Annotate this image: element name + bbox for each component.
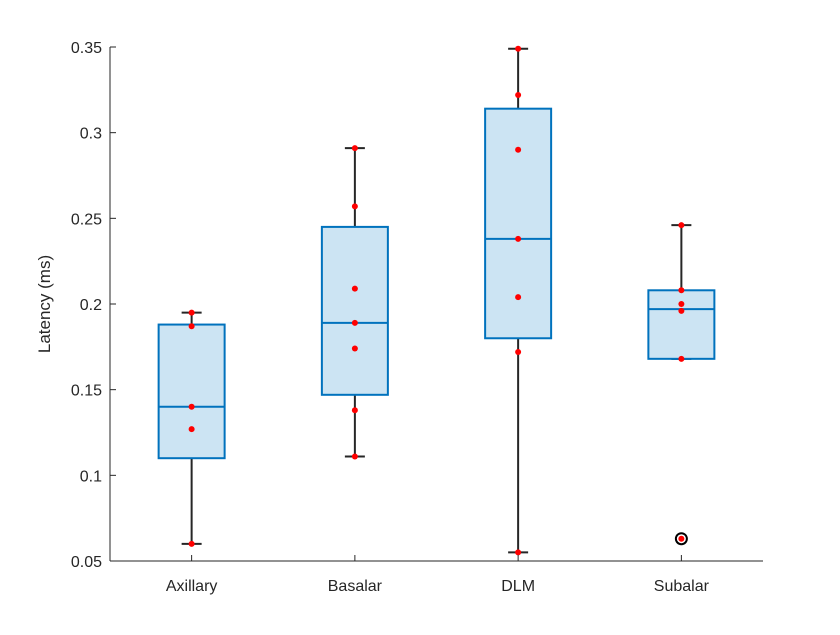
box-body [320, 225, 389, 396]
data-point [515, 235, 522, 242]
y-tick-label: 0.1 [80, 468, 102, 485]
y-tick-label: 0.35 [71, 40, 102, 57]
data-point [188, 426, 195, 433]
outlier-marker [674, 532, 688, 546]
data-point [515, 294, 522, 301]
points-layer [188, 45, 685, 556]
data-point [678, 301, 685, 307]
box-basalar [320, 147, 389, 458]
boxes-layer [157, 47, 716, 554]
data-point [515, 549, 522, 556]
data-point [351, 407, 358, 414]
data-point [678, 287, 685, 294]
y-tick-label: 0.3 [80, 126, 102, 143]
box-subalar [647, 224, 716, 546]
data-point [351, 203, 358, 210]
data-point [678, 535, 685, 542]
data-point [188, 403, 195, 410]
y-tick-label: 0.05 [71, 554, 102, 571]
data-point [351, 453, 358, 460]
box-body [647, 289, 716, 360]
data-point [351, 285, 358, 292]
box-dlm [484, 47, 553, 554]
x-tick-label: DLM [501, 578, 535, 595]
data-point [188, 323, 195, 330]
data-point [515, 45, 522, 52]
x-tick-label: Basalar [328, 578, 383, 595]
data-point [188, 309, 195, 316]
data-point [515, 91, 522, 98]
x-tick-label: Subalar [654, 578, 710, 595]
y-axis-label: Latency (ms) [35, 255, 54, 353]
data-point [678, 307, 685, 314]
data-point [188, 540, 195, 547]
data-point [515, 348, 522, 355]
y-tick-label: 0.2 [80, 297, 102, 314]
box-axillary [157, 311, 226, 545]
axes-layer: 0.05 0.1 0.15 0.2 0.25 0.3 0.35 Axillary Basalar… [71, 40, 763, 595]
data-point [678, 355, 685, 362]
data-point [678, 222, 685, 229]
data-point [515, 146, 522, 153]
data-point [351, 345, 358, 352]
y-tick-label: 0.15 [71, 383, 102, 400]
x-tick-label: Axillary [166, 578, 218, 595]
y-tick-label: 0.25 [71, 211, 102, 228]
box-body [484, 107, 553, 340]
data-point [351, 319, 358, 326]
data-point [351, 145, 358, 152]
box-body [157, 323, 226, 460]
